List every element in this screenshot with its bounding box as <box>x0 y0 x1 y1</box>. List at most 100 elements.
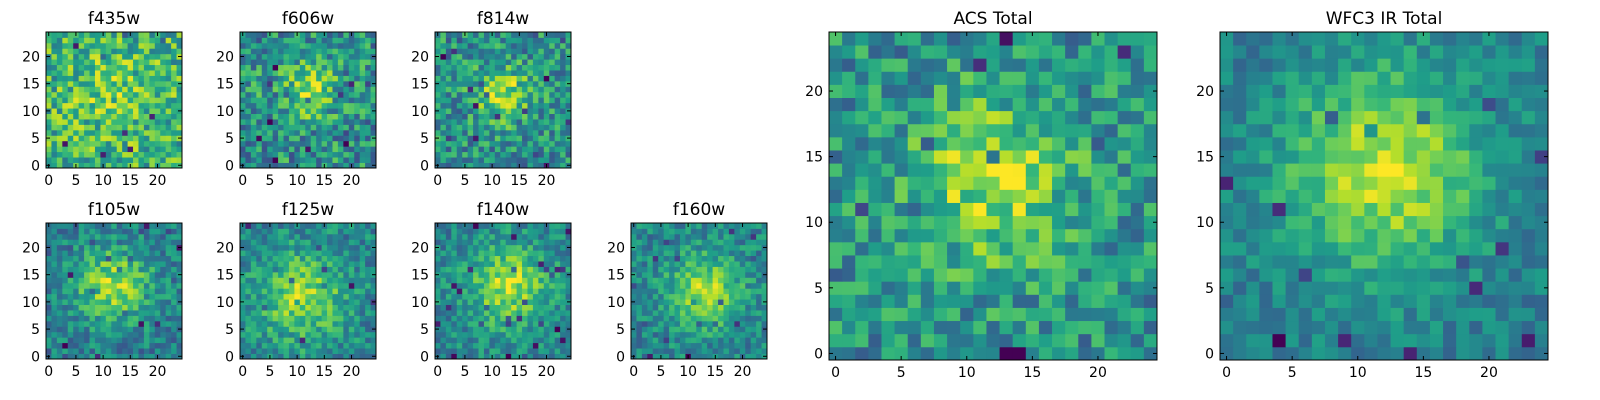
heatmap-cell <box>111 119 118 125</box>
heatmap-cell <box>165 304 172 311</box>
heatmap-cell <box>718 261 724 267</box>
heatmap-cell <box>78 271 85 278</box>
heatmap-cell <box>122 37 128 44</box>
heatmap-cell <box>272 70 279 76</box>
heatmap-cell <box>127 42 134 49</box>
heatmap-cell <box>305 320 312 327</box>
heatmap-cell <box>522 80 528 87</box>
heatmap-cell <box>451 113 458 120</box>
heatmap-cells <box>240 32 377 169</box>
heatmap-cell <box>105 255 112 262</box>
heatmap-cell <box>51 293 58 300</box>
heatmap-cell <box>842 241 856 256</box>
heatmap-cell <box>685 293 692 300</box>
heatmap-cell <box>445 80 452 87</box>
heatmap-cell <box>761 310 768 316</box>
heatmap-cell <box>478 288 485 295</box>
heatmap-cell <box>138 86 145 93</box>
heatmap-cell <box>494 75 501 82</box>
heatmap-cell <box>154 255 161 262</box>
heatmap-cell <box>78 342 85 349</box>
heatmap-cell <box>728 244 735 251</box>
heatmap-cell <box>631 255 637 262</box>
heatmap-cell <box>516 75 523 82</box>
heatmap-cell <box>761 348 768 354</box>
heatmap-cell <box>310 146 317 153</box>
heatmap-cell <box>505 157 512 163</box>
heatmap-cell <box>679 271 686 278</box>
heatmap-cell <box>440 223 447 229</box>
heatmap-cell <box>327 326 333 333</box>
heatmap-cell <box>690 223 697 229</box>
heatmap-cell <box>343 244 350 251</box>
heatmap-cell <box>445 37 452 44</box>
heatmap-cell <box>143 228 150 235</box>
heatmap-cell <box>1143 228 1158 243</box>
heatmap-cell <box>690 244 697 251</box>
heatmap-cell <box>728 228 735 235</box>
heatmap-cell <box>494 53 501 60</box>
heatmap-cell <box>105 59 112 66</box>
heatmap-cell <box>554 97 561 104</box>
heatmap-cell <box>370 331 377 338</box>
heatmap-cell <box>881 255 895 269</box>
heatmap-cell <box>256 64 263 71</box>
heatmap-cell <box>240 119 246 125</box>
heatmap-cell <box>445 86 452 93</box>
heatmap-cell <box>696 304 703 311</box>
heatmap-cell <box>663 233 670 240</box>
heatmap-cell <box>84 348 90 354</box>
heatmap-cell <box>560 266 566 273</box>
heatmap-cell <box>359 70 366 76</box>
heatmap-cell <box>165 250 172 257</box>
heatmap-cell <box>467 337 474 344</box>
heatmap-cell <box>462 299 469 305</box>
heatmap-cell <box>116 129 123 136</box>
heatmap-cell <box>245 75 252 82</box>
heatmap-cell <box>489 304 496 311</box>
heatmap-cell <box>149 244 156 251</box>
heatmap-cell <box>299 97 306 104</box>
heatmap-cell <box>256 348 263 354</box>
heatmap-cell <box>62 288 69 295</box>
heatmap-cell <box>516 293 523 300</box>
heatmap-cell <box>707 337 713 344</box>
heatmap-cell <box>294 97 301 104</box>
heatmap-cell <box>500 140 507 147</box>
heatmap-cell <box>696 266 703 273</box>
heatmap-cell <box>960 346 974 361</box>
heatmap-cell <box>365 315 371 322</box>
heatmap-cell <box>554 348 561 354</box>
heatmap-cell <box>105 97 112 104</box>
heatmap-cell <box>1117 228 1132 243</box>
heatmap-cell <box>332 353 339 360</box>
heatmap-cell <box>165 337 172 344</box>
heatmap-cell <box>299 293 306 300</box>
heatmap-cell <box>565 42 572 49</box>
heatmap-cell <box>527 282 534 289</box>
heatmap-cell <box>467 129 474 136</box>
heatmap-cell <box>527 342 534 349</box>
heatmap-cell <box>332 255 339 262</box>
heatmap-cell <box>478 228 485 235</box>
heatmap-cell <box>445 310 452 316</box>
heatmap-cell <box>272 293 279 300</box>
heatmap-cell <box>67 42 74 49</box>
heatmap-cell <box>327 32 333 38</box>
heatmap-cell <box>451 277 458 284</box>
heatmap-cell <box>1052 163 1066 177</box>
heatmap-cell <box>294 37 301 44</box>
heatmap-cell <box>543 129 550 136</box>
heatmap-cell <box>370 86 377 93</box>
heatmap-cell <box>494 261 501 267</box>
heatmap-cell <box>78 310 85 316</box>
heatmap-cell <box>283 42 290 49</box>
heatmap-cell <box>505 223 512 229</box>
heatmap-cell <box>46 342 52 349</box>
heatmap-cell <box>245 113 252 120</box>
heatmap-cell <box>435 140 441 147</box>
heatmap-cell <box>750 288 757 295</box>
heatmap-cell <box>986 333 1000 348</box>
heatmap-cell <box>267 119 274 125</box>
